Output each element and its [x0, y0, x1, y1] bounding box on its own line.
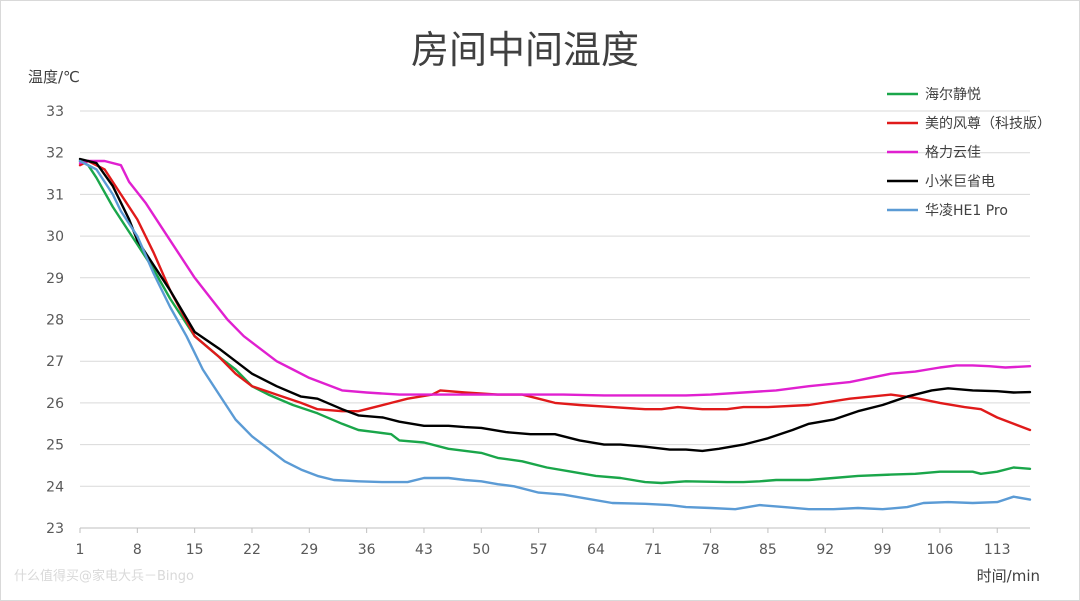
x-tick-label: 15 [186, 542, 204, 558]
y-axis-label: 温度/℃ [28, 68, 80, 86]
x-tick-label: 106 [927, 542, 954, 558]
x-tick-label: 29 [300, 542, 318, 558]
x-tick-label: 85 [759, 542, 777, 558]
y-tick-label: 28 [46, 313, 64, 329]
x-tick-label: 78 [702, 542, 720, 558]
x-tick-label: 113 [984, 542, 1011, 558]
legend-label: 华凌HE1 Pro [925, 203, 1008, 219]
y-tick-label: 27 [46, 354, 64, 370]
y-tick-label: 33 [46, 104, 64, 120]
y-tick-label: 26 [46, 396, 64, 412]
legend-label: 海尔静悦 [925, 87, 981, 103]
series-line-4 [78, 157, 1032, 453]
x-tick-label: 57 [530, 542, 548, 558]
x-tick-label: 92 [816, 542, 834, 558]
x-axis-label: 时间/min [977, 567, 1040, 585]
x-tick-label: 22 [243, 542, 261, 558]
y-tick-label: 32 [46, 146, 64, 162]
legend-label: 格力云佳 [925, 145, 981, 161]
series-line-3 [78, 159, 1032, 397]
y-tick-label: 25 [46, 438, 64, 454]
series-line-5 [78, 159, 1032, 511]
legend-label: 小米巨省电 [925, 174, 995, 190]
y-tick-label: 23 [46, 521, 64, 537]
x-tick-label: 64 [587, 542, 605, 558]
watermark: 什么值得买@家电大兵－Bingo [14, 568, 194, 584]
series-line-1 [78, 159, 1032, 485]
gridlines [79, 110, 1030, 533]
chart-title: 房间中间温度 [411, 28, 639, 72]
x-tick-label: 43 [415, 542, 433, 558]
y-tick-label: 29 [46, 271, 64, 287]
y-tick-label: 24 [46, 479, 64, 495]
x-tick-label: 99 [874, 542, 892, 558]
tick-labels: 23 24 25 26 27 28 29 30 31 32 33 1 8 15 22 29 36 43 50 57 64… [46, 104, 1010, 558]
x-tick-label: 1 [76, 542, 85, 558]
x-tick-label: 36 [358, 542, 376, 558]
legend-label: 美的风尊（科技版） [925, 115, 1051, 132]
series-lines [78, 157, 1032, 511]
x-tick-label: 8 [133, 542, 142, 558]
x-tick-label: 50 [472, 542, 490, 558]
y-tick-label: 31 [46, 187, 64, 203]
x-tick-label: 71 [644, 542, 662, 558]
y-tick-label: 30 [46, 229, 64, 245]
